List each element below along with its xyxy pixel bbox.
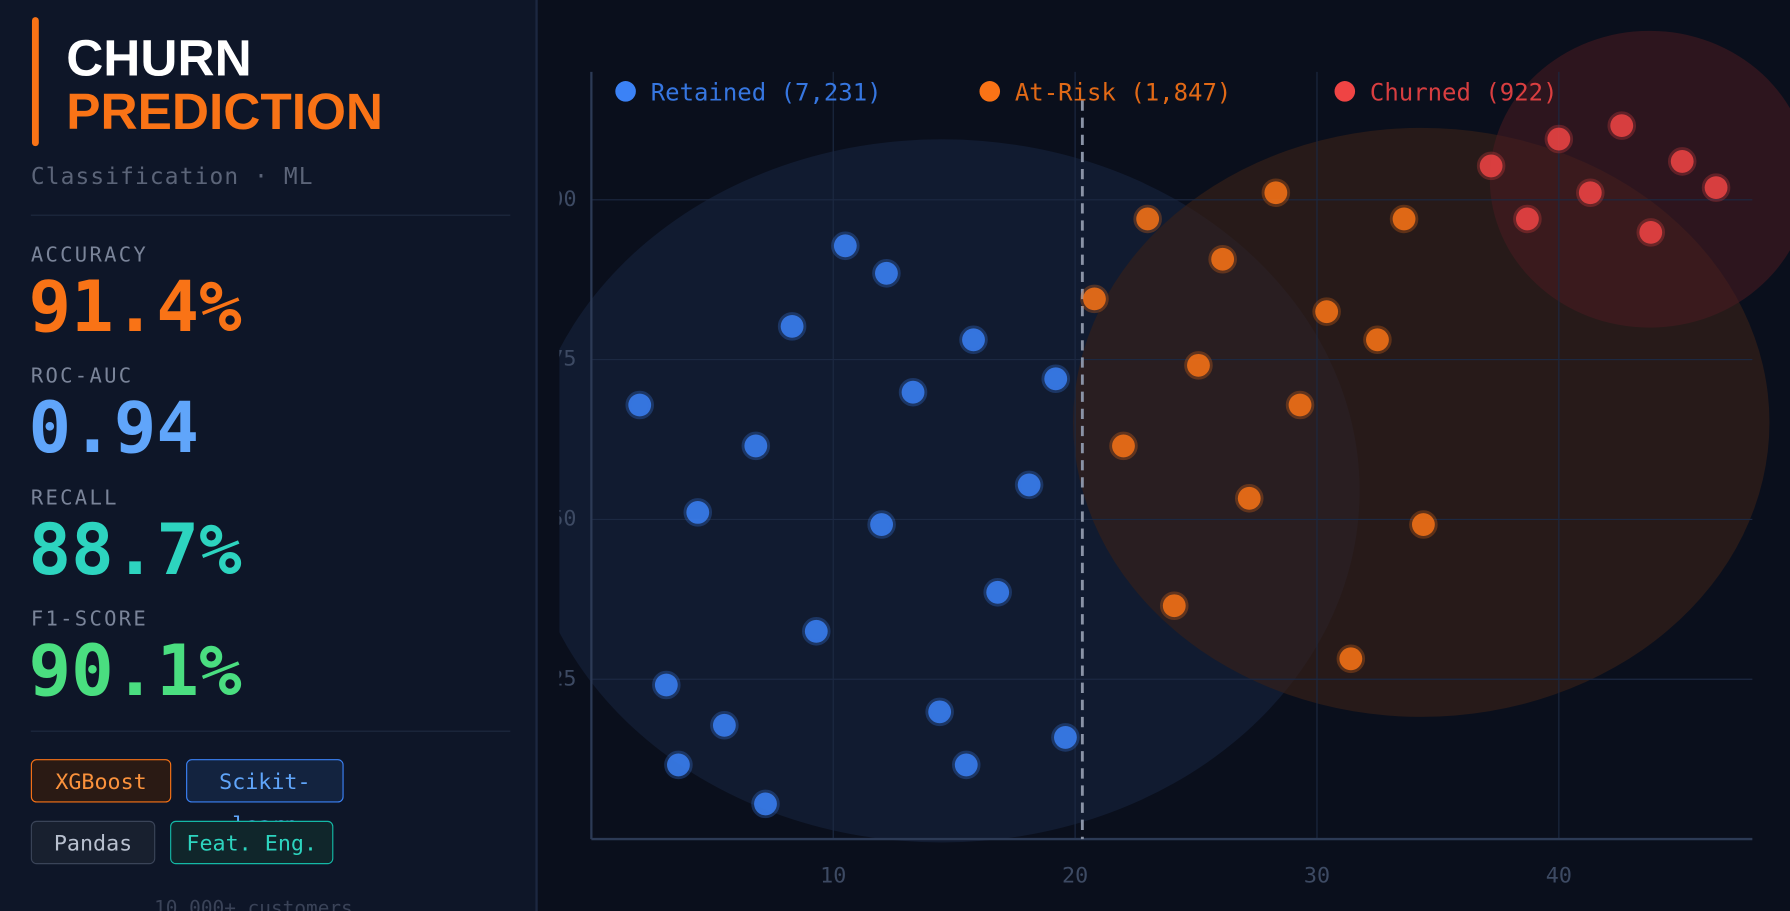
tag: Feat. Eng. bbox=[170, 820, 334, 865]
point bbox=[802, 617, 831, 646]
point bbox=[741, 431, 771, 461]
point bbox=[1133, 204, 1162, 234]
point bbox=[1336, 644, 1366, 674]
legend-marker bbox=[615, 81, 636, 102]
point bbox=[777, 312, 807, 341]
metric-label: F1-SCORE bbox=[30, 607, 149, 632]
point bbox=[898, 377, 928, 407]
sidebar: CHURN PREDICTION Classification · ML ACC… bbox=[0, 0, 538, 911]
point bbox=[983, 578, 1012, 607]
point bbox=[1160, 591, 1189, 621]
point bbox=[1312, 297, 1341, 326]
legend-label: At-Risk (1,847) bbox=[1015, 79, 1231, 107]
point bbox=[1109, 431, 1138, 461]
accent-bar bbox=[31, 17, 39, 147]
point bbox=[683, 498, 713, 527]
point bbox=[652, 670, 681, 700]
point bbox=[1667, 147, 1697, 176]
point bbox=[1544, 124, 1574, 154]
point bbox=[1576, 178, 1605, 208]
metric-value: 0.94 bbox=[28, 385, 199, 470]
point bbox=[1234, 484, 1264, 513]
title-line-2: PREDICTION bbox=[66, 82, 384, 141]
legend-marker bbox=[979, 81, 1001, 102]
point bbox=[959, 325, 988, 355]
title-line-1: CHURN bbox=[66, 28, 252, 87]
point bbox=[1607, 111, 1637, 140]
x-tick-label: 40 bbox=[1546, 864, 1572, 889]
point bbox=[1261, 178, 1291, 208]
legend-label: Churned (922) bbox=[1370, 79, 1558, 107]
y-tick-label: 75 bbox=[559, 347, 576, 372]
point bbox=[664, 750, 693, 780]
y-tick-label: 50 bbox=[559, 506, 576, 531]
metric-value: 91.4% bbox=[28, 264, 242, 349]
divider bbox=[30, 214, 511, 216]
tag: Scikit-learn bbox=[186, 759, 344, 838]
point bbox=[1285, 390, 1315, 420]
metric-value: 90.1% bbox=[28, 629, 242, 713]
y-tick-label: 100 bbox=[559, 187, 576, 212]
point bbox=[751, 789, 780, 819]
point bbox=[1041, 364, 1071, 394]
point bbox=[1208, 244, 1237, 274]
point bbox=[1080, 284, 1109, 314]
point bbox=[867, 510, 896, 539]
subtitle: Classification · ML bbox=[30, 162, 314, 190]
footnote: 10,000+ customers bbox=[154, 897, 353, 911]
churned-cluster bbox=[1489, 30, 1790, 328]
tag: XGBoost bbox=[30, 759, 172, 803]
point bbox=[1701, 173, 1731, 202]
x-tick-label: 20 bbox=[1062, 864, 1088, 889]
point bbox=[625, 390, 654, 420]
point bbox=[831, 231, 860, 261]
x-tick-label: 30 bbox=[1304, 864, 1330, 889]
divider bbox=[30, 730, 511, 732]
point bbox=[872, 259, 901, 288]
point bbox=[925, 697, 954, 727]
point bbox=[1184, 351, 1213, 380]
point bbox=[1051, 723, 1080, 752]
point bbox=[1409, 510, 1438, 539]
metric-label: ACCURACY bbox=[30, 243, 149, 268]
legend-label: Retained (7,231) bbox=[651, 79, 882, 107]
point bbox=[951, 750, 981, 780]
x-tick-label: 10 bbox=[820, 864, 846, 889]
point bbox=[1476, 151, 1506, 181]
point bbox=[1014, 470, 1044, 500]
metric-label: RECALL bbox=[30, 486, 119, 511]
metric-label: ROC-AUC bbox=[30, 364, 134, 389]
point bbox=[1636, 218, 1666, 247]
y-tick-label: 25 bbox=[559, 666, 576, 691]
point bbox=[1363, 325, 1392, 355]
point bbox=[710, 711, 739, 740]
chart: 25 50 75 100 10 20 30 40 Retained (7,231) At-Risk… bbox=[559, 30, 1790, 889]
point bbox=[1389, 204, 1419, 234]
point bbox=[1513, 204, 1542, 234]
metric-value: 88.7% bbox=[28, 508, 242, 592]
legend-marker bbox=[1334, 81, 1356, 102]
tag: Pandas bbox=[30, 820, 156, 865]
